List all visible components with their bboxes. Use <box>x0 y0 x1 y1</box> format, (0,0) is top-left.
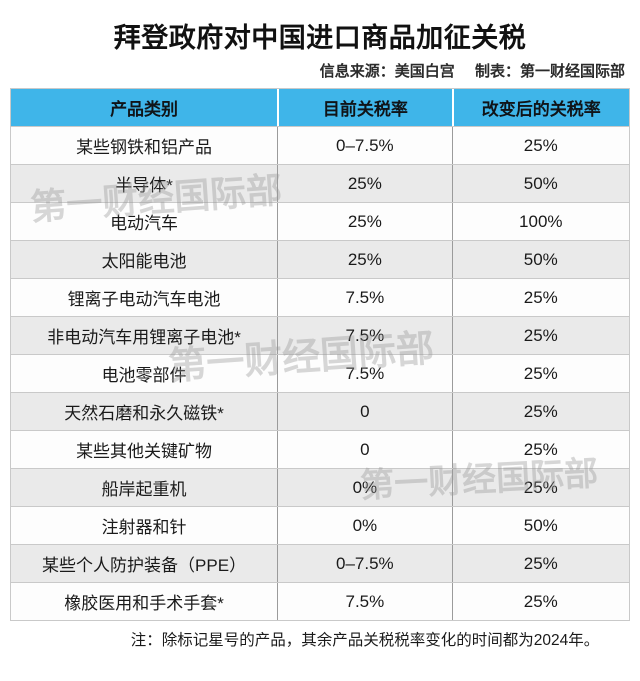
product-category-cell: 某些个人防护装备（PPE） <box>42 556 247 575</box>
table-row: 半导体* 25% 50% <box>11 164 629 202</box>
product-category-cell: 半导体* <box>115 176 173 195</box>
product-category-cell: 某些其他关键矿物 <box>76 442 213 461</box>
product-category-cell: 太阳能电池 <box>101 252 187 271</box>
current-tariff-cell: 0–7.5% <box>277 127 451 164</box>
current-tariff-cell: 7.5% <box>277 583 451 620</box>
table-header-row: 产品类别 目前关税率 改变后的关税率 <box>11 89 629 126</box>
new-tariff-cell: 25% <box>451 431 629 468</box>
page-title: 拜登政府对中国进口商品加征关税 <box>113 23 527 53</box>
new-tariff-cell: 25% <box>451 355 629 392</box>
new-tariff-cell: 50% <box>451 165 629 202</box>
product-category-cell: 电动汽车 <box>110 214 179 233</box>
new-tariff-cell: 25% <box>451 279 629 316</box>
current-tariff-cell: 0–7.5% <box>277 545 451 582</box>
new-tariff-cell: 25% <box>451 469 629 506</box>
table-row: 橡胶医用和手术手套* 7.5% 25% <box>11 582 629 620</box>
current-tariff-cell: 25% <box>277 241 451 278</box>
product-category-cell: 注射器和针 <box>101 518 187 537</box>
current-tariff-cell: 0 <box>277 393 451 430</box>
table-row: 电动汽车 25% 100% <box>11 202 629 240</box>
current-tariff-cell: 0% <box>277 469 451 506</box>
column-header-product-category: 产品类别 <box>110 100 179 119</box>
table-row: 太阳能电池 25% 50% <box>11 240 629 278</box>
new-tariff-cell: 25% <box>451 127 629 164</box>
product-category-cell: 天然石磨和永久磁铁* <box>64 404 224 423</box>
current-tariff-cell: 7.5% <box>277 355 451 392</box>
table-row: 某些钢铁和铝产品 0–7.5% 25% <box>11 126 629 164</box>
current-tariff-cell: 25% <box>277 203 451 240</box>
current-tariff-cell: 7.5% <box>277 317 451 354</box>
source-label: 信息来源：美国白宫 <box>319 63 455 80</box>
tariff-table: 产品类别 目前关税率 改变后的关税率 某些钢铁和铝产品 0–7.5% 25% 半… <box>10 88 630 621</box>
new-tariff-cell: 25% <box>451 583 629 620</box>
new-tariff-cell: 50% <box>451 241 629 278</box>
table-row: 非电动汽车用锂离子电池* 7.5% 25% <box>11 316 629 354</box>
footnote: 注：除标记星号的产品，其余产品关税税率变化的时间都为2024年。 <box>130 632 600 649</box>
table-row: 天然石磨和永久磁铁* 0 25% <box>11 392 629 430</box>
table-row: 电池零部件 7.5% 25% <box>11 354 629 392</box>
table-row: 注射器和针 0% 50% <box>11 506 629 544</box>
table-row: 锂离子电动汽车电池 7.5% 25% <box>11 278 629 316</box>
new-tariff-cell: 25% <box>451 317 629 354</box>
new-tariff-cell: 100% <box>451 203 629 240</box>
table-row: 某些个人防护装备（PPE） 0–7.5% 25% <box>11 544 629 582</box>
column-header-new-tariff: 改变后的关税率 <box>451 89 629 126</box>
product-category-cell: 非电动汽车用锂离子电池* <box>47 328 241 347</box>
current-tariff-cell: 7.5% <box>277 279 451 316</box>
table-row: 船岸起重机 0% 25% <box>11 468 629 506</box>
new-tariff-cell: 25% <box>451 393 629 430</box>
current-tariff-cell: 25% <box>277 165 451 202</box>
new-tariff-cell: 25% <box>451 545 629 582</box>
column-header-current-tariff: 目前关税率 <box>277 89 451 126</box>
current-tariff-cell: 0 <box>277 431 451 468</box>
product-category-cell: 电池零部件 <box>101 366 187 385</box>
table-row: 某些其他关键矿物 0 25% <box>11 430 629 468</box>
product-category-cell: 锂离子电动汽车电池 <box>67 290 221 309</box>
product-category-cell: 某些钢铁和铝产品 <box>76 138 213 157</box>
credit-label: 制表：第一财经国际部 <box>474 63 625 80</box>
current-tariff-cell: 0% <box>277 507 451 544</box>
table-body: 某些钢铁和铝产品 0–7.5% 25% 半导体* 25% 50% 电动汽车 25… <box>11 126 629 620</box>
product-category-cell: 船岸起重机 <box>101 480 187 499</box>
product-category-cell: 橡胶医用和手术手套* <box>64 594 224 613</box>
new-tariff-cell: 50% <box>451 507 629 544</box>
source-credit-line: 信息来源：美国白宫 制表：第一财经国际部 <box>320 60 625 81</box>
